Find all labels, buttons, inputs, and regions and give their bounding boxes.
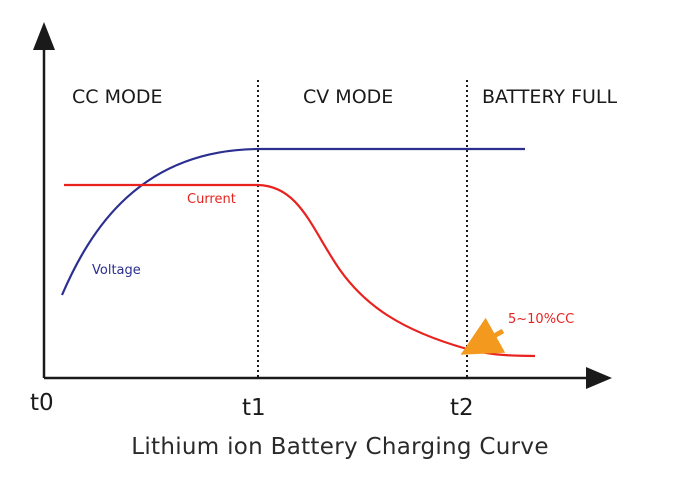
voltage-label: Voltage: [92, 263, 141, 278]
zone-label-cc: CC MODE: [72, 86, 163, 108]
time-marker-t2: t2: [450, 395, 474, 421]
zone-label-cv: CV MODE: [303, 86, 393, 108]
annotation-arrow-icon: [460, 317, 506, 355]
voltage-curve: [60, 147, 525, 296]
diagram-caption: Lithium ion Battery Charging Curve: [131, 434, 549, 460]
time-marker-t0: t0: [30, 390, 54, 416]
y-axis-arrow-icon: [33, 22, 55, 50]
annotation-label: 5~10%CC: [508, 312, 574, 327]
current-label: Current: [187, 192, 236, 207]
x-axis-arrow-icon: [586, 367, 612, 389]
zone-label-full: BATTERY FULL: [482, 86, 617, 108]
time-marker-t1: t1: [242, 395, 266, 421]
